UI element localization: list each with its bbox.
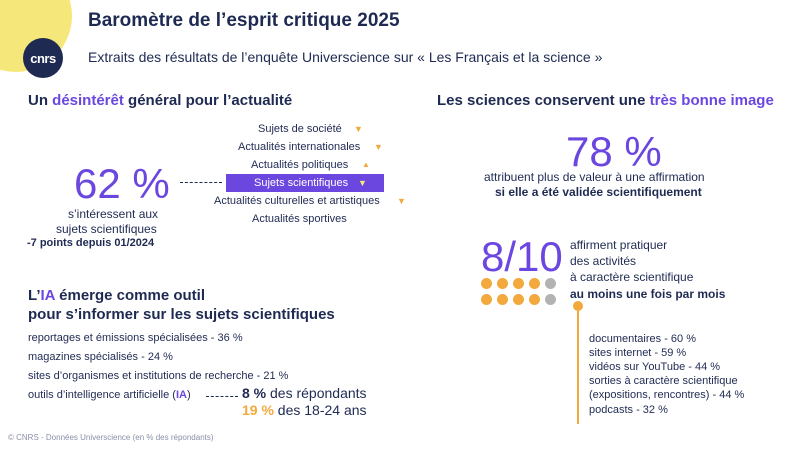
timeline-line [577,306,579,424]
section-title-ia-line1: L’IA émerge comme outil [28,287,206,304]
dot-filled [529,294,540,305]
down-arrow-icon: ▼ [358,178,367,188]
dot-empty [545,294,556,305]
stat-62-change: -7 points depuis 01/2024 [27,237,155,249]
topic-item: Actualités politiques ▲ [214,156,414,174]
topics-list: Sujets de société ▼ Actualités internatio… [214,120,414,228]
section-title-image: Les sciences conservent une très bonne i… [437,92,774,109]
topic-item: Actualités internationales ▼ [214,138,414,156]
activity-item: podcasts - 32 % [589,404,668,416]
source-item: reportages et émissions spécialisées - 3… [28,332,243,344]
pratique-desc-line2: des activités [570,254,637,268]
stat-62-desc-line1: s’intéressent aux [68,207,159,221]
source-item: sites d’organismes et institutions de re… [28,370,289,382]
activity-item: vidéos sur YouTube - 44 % [589,361,721,373]
section-title-actualite: Un désintérêt général pour l’actualité [28,92,293,109]
stat-78-desc-line2: si elle a été validée scientifiquement [495,185,702,199]
page-title: Baromètre de l’esprit critique 2025 [88,10,400,31]
topic-item-highlighted: Sujets scientifiques ▼ [226,174,384,192]
ia-stat-young: 19 % des 18-24 ans [242,402,367,418]
connector-dash [206,396,238,397]
activity-item: sites internet - 59 % [589,347,687,359]
dot-filled [513,278,524,289]
pratique-desc-line1: affirment pratiquer [570,238,668,252]
source-item: magazines spécialisés - 24 % [28,351,173,363]
topic-item: Actualités culturelles et artistiques ▼ [214,192,414,210]
down-arrow-icon: ▼ [397,196,406,206]
down-arrow-icon: ▼ [374,142,383,152]
dot-empty [545,278,556,289]
stat-78-desc-line1: attribuent plus de valeur à une affirmat… [484,170,705,184]
dot-filled [481,278,492,289]
dot-filled [497,294,508,305]
down-arrow-icon: ▼ [354,124,363,134]
dot-filled [529,278,540,289]
stat-62-percent: 62 % [74,160,170,207]
activity-item: (expositions, rencontres) - 44 % [589,389,745,401]
pratique-desc-line3: à caractère scientifique [570,270,694,284]
pratique-desc-highlight: au moins une fois par mois [570,287,726,301]
dot-filled [481,294,492,305]
source-item-ia: outils d’intelligence artificielle (IA) [28,389,191,401]
stat-78-percent: 78 % [566,128,662,175]
topic-item: Actualités sportives [252,213,347,225]
dot-filled [497,278,508,289]
page-subtitle: Extraits des résultats de l’enquête Univ… [88,49,603,65]
dot-filled [513,294,524,305]
stat-62-desc-line2: sujets scientifiques [56,222,157,236]
activity-item: sorties à caractère scientifique [589,375,738,387]
footer-credit: © CNRS - Données Universcience (en % des… [8,433,214,442]
activity-item: documentaires - 60 % [589,333,696,345]
topic-item: Sujets de société ▼ [214,120,414,138]
stat-8-10: 8/10 [481,233,563,280]
ia-stat-respondents: 8 % des répondants [242,385,367,401]
connector-dash [180,182,222,183]
cnrs-logo: cnrs [23,38,63,78]
up-arrow-icon: ▲ [362,160,370,169]
section-title-ia-line2: pour s’informer sur les sujets scientifi… [28,306,335,323]
